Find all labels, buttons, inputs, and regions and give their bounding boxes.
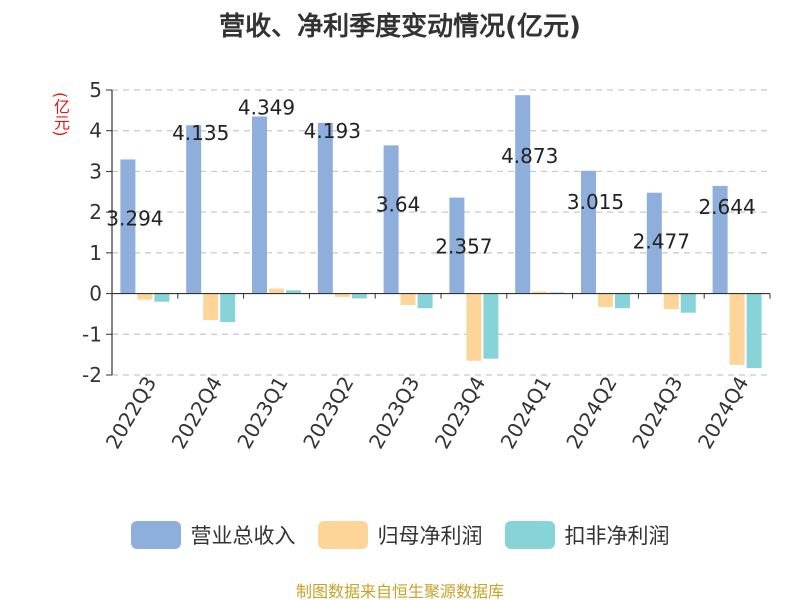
data-label-revenue: 3.294 [106,206,163,230]
legend-swatch-deducted-net-profit [504,521,555,549]
legend-label-revenue: 营业总收入 [190,524,296,548]
x-tick-label: 2024Q4 [693,372,753,453]
legend-label-deducted-net-profit: 扣非净利润 [564,524,670,548]
bar-deducted-net-profit [483,293,499,359]
bar-revenue [120,159,136,294]
data-label-revenue: 2.644 [698,195,755,219]
x-tick-label: 2023Q4 [430,372,490,453]
data-source-note: 制图数据来自恒生聚源数据库 [295,582,504,600]
bar-deducted-net-profit [417,293,433,309]
bar-net-profit [137,293,153,300]
chart-legend: 营业总收入 归母净利润 扣非净利润 [0,520,800,550]
bar-revenue [252,116,267,294]
bar-revenue [449,197,465,294]
legend-item-deducted-net-profit[interactable]: 扣非净利润 [504,520,670,550]
bar-revenue [646,192,662,294]
y-tick-label: 4 [89,119,102,143]
bar-revenue [383,145,399,294]
y-tick-label: 2 [89,200,102,224]
data-label-revenue: 4.135 [172,121,229,145]
bar-net-profit [663,293,679,310]
bar-revenue [712,185,728,294]
x-tick-label: 2023Q3 [364,372,424,453]
legend-item-net-profit[interactable]: 归母净利润 [317,520,483,550]
legend-item-revenue[interactable]: 营业总收入 [130,520,296,550]
data-label-revenue: 2.357 [435,235,492,259]
bar-deducted-net-profit [549,292,565,294]
bar-deducted-net-profit [351,293,367,299]
bar-deducted-net-profit [286,290,301,294]
data-label-revenue: 4.349 [238,96,295,120]
y-tick-label: 5 [89,78,102,102]
data-label-revenue: 3.64 [376,192,421,216]
data-label-revenue: 4.873 [501,144,558,168]
x-tick-label: 2024Q1 [496,372,556,453]
x-tick-label: 2023Q1 [232,372,292,453]
bar-revenue [581,170,596,294]
bar-deducted-net-profit [154,293,170,302]
bar-net-profit [334,293,350,297]
chart-title: 营收、净利季度变动情况(亿元) [219,12,581,42]
bar-net-profit [729,293,745,365]
x-tick-label: 2024Q3 [627,372,687,453]
y-axis-unit-label: (亿元) [51,92,70,137]
bar-deducted-net-profit [746,293,762,369]
bar-deducted-net-profit [220,293,236,323]
bar-net-profit [269,288,284,294]
bar-net-profit [466,293,482,361]
bar-net-profit [203,293,219,321]
bar-net-profit [532,291,548,294]
legend-swatch-net-profit [317,521,368,549]
y-tick-label: 0 [89,282,102,306]
y-tick-label: 1 [89,241,102,265]
bar-revenue [317,122,333,294]
y-tick-label: -1 [82,322,102,346]
y-tick-label: -2 [82,363,102,387]
x-tick-label: 2023Q2 [298,372,358,453]
bar-revenue [186,125,202,294]
bar-net-profit [400,293,416,305]
x-tick-label: 2024Q2 [561,372,621,453]
data-label-revenue: 2.477 [633,230,690,254]
data-label-revenue: 3.015 [567,190,624,214]
legend-swatch-revenue [130,521,181,549]
y-tick-label: 3 [89,159,102,183]
data-label-revenue: 4.193 [304,119,361,143]
x-tick-label: 2022Q4 [167,372,227,453]
legend-label-net-profit: 归母净利润 [377,524,483,548]
bar-deducted-net-profit [680,293,696,313]
x-tick-label: 2022Q3 [101,372,161,453]
bar-net-profit [598,293,613,308]
bar-revenue [515,95,531,294]
bar-deducted-net-profit [615,293,630,309]
